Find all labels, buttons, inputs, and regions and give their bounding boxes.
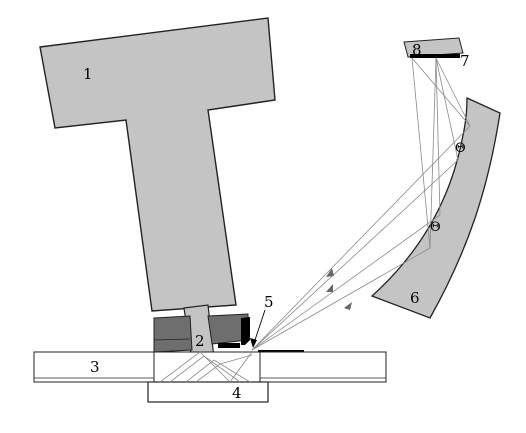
label-5-leader (250, 309, 266, 348)
label-7: 7 (460, 52, 470, 70)
substrate-rail-right (259, 351, 387, 383)
bottom-box (147, 381, 269, 403)
label-1: 1 (83, 65, 93, 83)
optical-rays (251, 57, 471, 351)
holder-block (153, 315, 193, 353)
internal-rays (159, 351, 253, 383)
detector-block (403, 37, 464, 58)
concave-mirror (370, 96, 501, 319)
label-8: 8 (412, 41, 422, 59)
t-shaped-block (39, 17, 276, 312)
label-6: 6 (410, 289, 420, 307)
label-2: 2 (195, 332, 205, 350)
theta-lower-label: Θ (430, 220, 441, 235)
substrate-rail-left (33, 351, 155, 383)
slit (410, 54, 460, 58)
black-blade (241, 317, 250, 345)
black-strip-small (218, 343, 240, 348)
label-4: 4 (232, 384, 242, 402)
label-5: 5 (264, 293, 274, 311)
theta-upper-label: Θ (455, 141, 466, 156)
label-3: 3 (90, 358, 100, 376)
ray-arrows (326, 268, 352, 310)
cell-housing (153, 351, 261, 385)
